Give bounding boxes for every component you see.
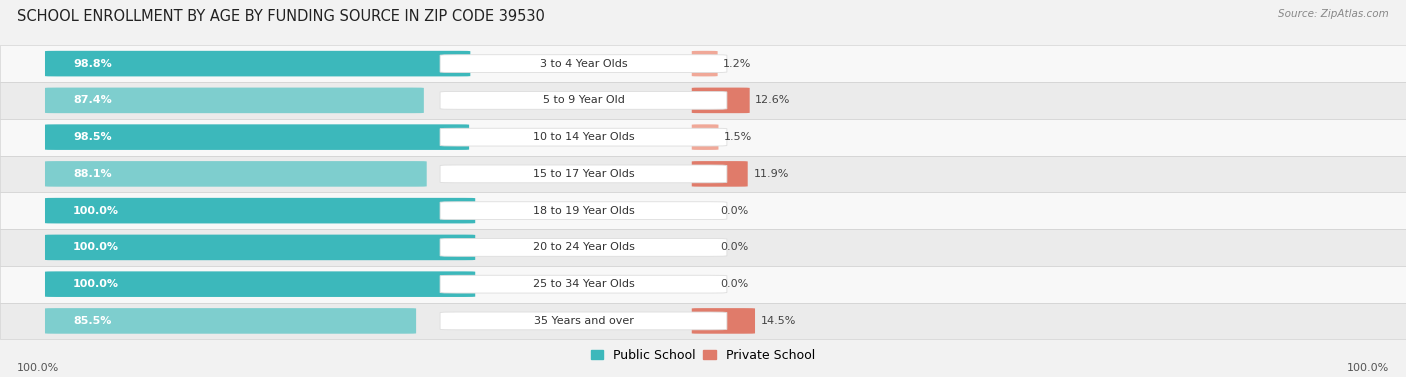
- FancyBboxPatch shape: [440, 202, 727, 219]
- FancyBboxPatch shape: [45, 161, 426, 187]
- Text: 1.2%: 1.2%: [723, 58, 752, 69]
- FancyBboxPatch shape: [692, 124, 718, 150]
- FancyBboxPatch shape: [692, 161, 748, 187]
- Text: 100.0%: 100.0%: [1347, 363, 1389, 373]
- Text: 98.8%: 98.8%: [73, 58, 112, 69]
- FancyBboxPatch shape: [440, 92, 727, 109]
- Text: 18 to 19 Year Olds: 18 to 19 Year Olds: [533, 205, 634, 216]
- Text: 11.9%: 11.9%: [754, 169, 789, 179]
- Text: 85.5%: 85.5%: [73, 316, 111, 326]
- Text: 100.0%: 100.0%: [73, 205, 120, 216]
- Text: 88.1%: 88.1%: [73, 169, 111, 179]
- FancyBboxPatch shape: [45, 271, 475, 297]
- Bar: [0, 229, 1406, 266]
- Bar: [0, 302, 1406, 339]
- Text: 25 to 34 Year Olds: 25 to 34 Year Olds: [533, 279, 634, 289]
- FancyBboxPatch shape: [440, 275, 727, 293]
- Text: 1.5%: 1.5%: [724, 132, 752, 142]
- Bar: [0, 155, 1406, 192]
- Text: 100.0%: 100.0%: [17, 363, 59, 373]
- Bar: [0, 82, 1406, 119]
- Bar: [0, 119, 1406, 155]
- Bar: [0, 192, 1406, 229]
- Text: 10 to 14 Year Olds: 10 to 14 Year Olds: [533, 132, 634, 142]
- Text: SCHOOL ENROLLMENT BY AGE BY FUNDING SOURCE IN ZIP CODE 39530: SCHOOL ENROLLMENT BY AGE BY FUNDING SOUR…: [17, 9, 544, 25]
- FancyBboxPatch shape: [440, 165, 727, 183]
- Bar: [0, 45, 1406, 82]
- Text: 20 to 24 Year Olds: 20 to 24 Year Olds: [533, 242, 634, 253]
- Text: 100.0%: 100.0%: [73, 279, 120, 289]
- FancyBboxPatch shape: [440, 312, 727, 330]
- FancyBboxPatch shape: [692, 308, 755, 334]
- FancyBboxPatch shape: [440, 128, 727, 146]
- FancyBboxPatch shape: [45, 198, 475, 224]
- FancyBboxPatch shape: [440, 239, 727, 256]
- FancyBboxPatch shape: [440, 55, 727, 72]
- FancyBboxPatch shape: [45, 51, 471, 77]
- FancyBboxPatch shape: [45, 308, 416, 334]
- Text: 12.6%: 12.6%: [755, 95, 790, 106]
- Text: 100.0%: 100.0%: [73, 242, 120, 253]
- Text: 5 to 9 Year Old: 5 to 9 Year Old: [543, 95, 624, 106]
- Text: 0.0%: 0.0%: [720, 205, 748, 216]
- Text: 15 to 17 Year Olds: 15 to 17 Year Olds: [533, 169, 634, 179]
- Text: Source: ZipAtlas.com: Source: ZipAtlas.com: [1278, 9, 1389, 20]
- Text: 0.0%: 0.0%: [720, 242, 748, 253]
- Bar: [0, 266, 1406, 302]
- Text: 98.5%: 98.5%: [73, 132, 111, 142]
- Text: 14.5%: 14.5%: [761, 316, 796, 326]
- Text: 3 to 4 Year Olds: 3 to 4 Year Olds: [540, 58, 627, 69]
- FancyBboxPatch shape: [692, 87, 749, 113]
- FancyBboxPatch shape: [45, 87, 423, 113]
- FancyBboxPatch shape: [45, 234, 475, 260]
- FancyBboxPatch shape: [692, 51, 717, 77]
- Legend: Public School, Private School: Public School, Private School: [586, 344, 820, 367]
- Text: 35 Years and over: 35 Years and over: [533, 316, 634, 326]
- Text: 87.4%: 87.4%: [73, 95, 112, 106]
- Text: 0.0%: 0.0%: [720, 279, 748, 289]
- FancyBboxPatch shape: [45, 124, 470, 150]
